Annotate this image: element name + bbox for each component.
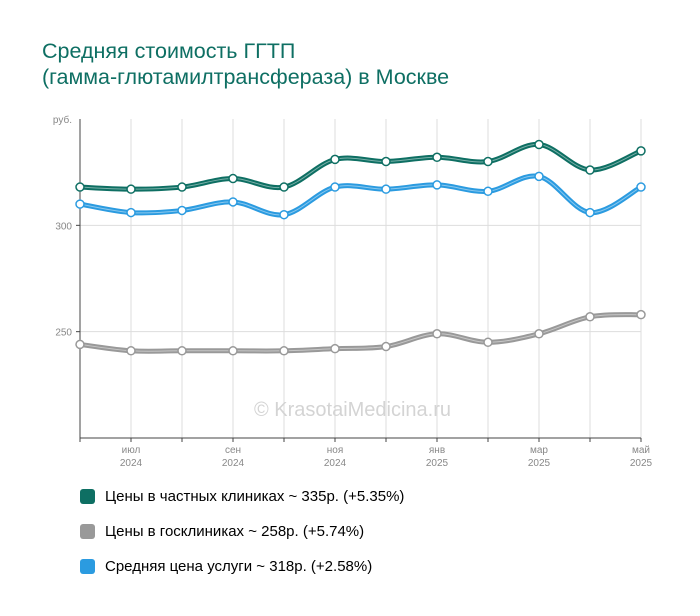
- series-line-private: [77, 142, 644, 192]
- legend-item-private[interactable]: Цены в частных клиниках ~ 335р. (+5.35%): [80, 486, 404, 506]
- data-point-average: [279, 209, 289, 220]
- x-tick-label-month: мар: [530, 445, 548, 456]
- data-point-average: [126, 207, 136, 218]
- data-point-public: [126, 346, 136, 356]
- x-tick-label-year: 2024: [222, 458, 245, 469]
- data-point-average: [432, 180, 442, 190]
- x-tick-label-year: 2024: [120, 458, 143, 469]
- x-tick-label-month: июл: [122, 445, 141, 456]
- data-point-private: [279, 182, 289, 192]
- data-point-average: [75, 199, 85, 209]
- data-point-private: [75, 182, 85, 192]
- data-point-average: [483, 186, 493, 197]
- series-line-public: [77, 312, 644, 354]
- data-point-average: [585, 207, 595, 218]
- watermark: © KrasotaiMedicina.ru: [254, 399, 451, 421]
- series-line-highlight-average: [79, 175, 642, 216]
- data-point-private: [585, 165, 595, 175]
- data-point-average: [534, 171, 544, 182]
- series-line-average: [77, 173, 644, 218]
- data-point-public: [75, 339, 85, 350]
- x-tick-label-month: янв: [429, 445, 445, 456]
- x-tick-label-year: 2025: [426, 458, 449, 469]
- data-point-private: [483, 156, 493, 167]
- x-tick-label-month: ноя: [327, 445, 344, 456]
- y-tick-label: 250: [55, 328, 72, 339]
- data-point-private: [228, 173, 238, 184]
- y-tick-label: 300: [55, 221, 72, 232]
- chart-title-line-2: (гамма-глютамилтрансфераза) в Москве: [42, 65, 450, 89]
- data-point-average: [636, 182, 646, 192]
- data-point-private: [177, 182, 187, 192]
- x-tick-label-year: 2024: [324, 458, 347, 469]
- y-axis-label: руб.: [53, 114, 72, 126]
- data-point-public: [228, 346, 238, 356]
- data-point-public: [432, 329, 442, 339]
- data-point-public: [330, 343, 340, 354]
- data-point-private: [534, 139, 544, 150]
- data-point-average: [381, 184, 391, 194]
- x-tick-label-year: 2025: [630, 458, 653, 469]
- legend-swatch-private: [80, 488, 95, 504]
- line-chart: 250 300 руб. июл 2024 сен 2024 ноя 2024 янв 2025 ма…: [53, 114, 653, 469]
- data-point-private: [381, 156, 391, 167]
- x-tick-label-month: май: [632, 445, 650, 456]
- data-point-average: [228, 197, 238, 207]
- data-point-private: [126, 184, 136, 194]
- chart-title: Средняя стоимость ГГТП (гамма-глютамилтр…: [42, 38, 449, 90]
- x-tick-label-year: 2025: [528, 458, 551, 469]
- legend-item-public[interactable]: Цены в госклиниках ~ 258р. (+5.74%): [80, 521, 364, 541]
- data-point-public: [483, 337, 493, 348]
- data-point-average: [330, 182, 340, 192]
- x-tick-label-month: сен: [225, 445, 241, 456]
- data-point-public: [636, 309, 646, 320]
- data-point-private: [636, 146, 646, 156]
- legend-label-average: Средняя цена услуги ~ 318р. (+2.58%): [105, 557, 373, 575]
- data-point-average: [177, 205, 187, 216]
- legend-label-public: Цены в госклиниках ~ 258р. (+5.74%): [105, 522, 365, 540]
- legend-label-private: Цены в частных клиниках ~ 335р. (+5.35%): [105, 487, 405, 505]
- legend-swatch-public: [80, 523, 95, 539]
- data-point-public: [177, 346, 187, 356]
- chart-title-line-1: Средняя стоимость ГГТП: [42, 39, 296, 63]
- legend-item-average[interactable]: Средняя цена услуги ~ 318р. (+2.58%): [80, 556, 372, 576]
- data-point-public: [279, 346, 289, 356]
- data-point-public: [381, 341, 391, 352]
- data-point-public: [534, 329, 544, 339]
- data-point-private: [330, 154, 340, 165]
- legend-swatch-average: [80, 558, 95, 574]
- data-point-private: [432, 152, 442, 163]
- data-point-public: [585, 312, 595, 322]
